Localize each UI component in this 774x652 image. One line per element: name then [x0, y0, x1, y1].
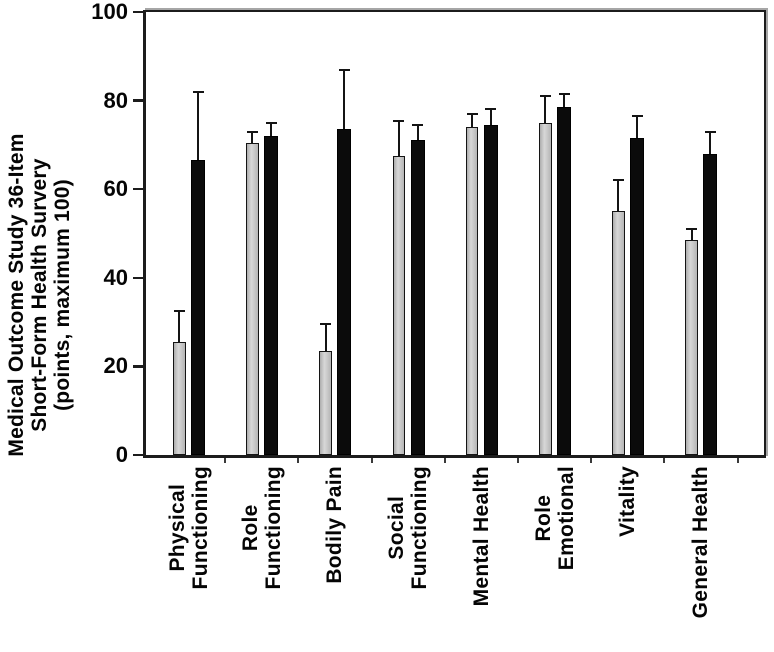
x-category-label-text: Vitality	[616, 466, 640, 537]
error-bar-cap	[539, 95, 551, 98]
error-bar-cap	[612, 179, 624, 182]
y-tick-mark	[133, 10, 143, 14]
bar-black-bars-3	[337, 129, 352, 455]
error-bar-cap	[631, 115, 643, 118]
x-category-label: Role Emotional	[532, 466, 578, 652]
x-category-label-text: General Health	[689, 466, 713, 619]
y-tick-label: 100	[91, 0, 128, 24]
error-bar	[471, 113, 474, 130]
y-tick-mark	[133, 365, 143, 368]
y-tick-label: 20	[103, 353, 128, 379]
x-category-label: General Health	[689, 466, 712, 652]
bar-gray-bars-3	[319, 350, 332, 455]
bar-gray-bars-8	[685, 240, 698, 455]
bar-black-bars-4	[410, 140, 425, 455]
x-tick-mark	[297, 458, 300, 463]
error-bar	[544, 96, 547, 125]
x-category-label-text: Mental Health	[469, 466, 493, 607]
x-category-label: Physical Functioning	[166, 466, 212, 652]
error-bar	[563, 93, 565, 110]
error-bar	[489, 109, 492, 127]
error-bar-cap	[686, 228, 698, 231]
error-bar	[617, 180, 620, 214]
y-tick-mark	[133, 276, 143, 280]
x-tick-mark	[224, 458, 227, 463]
y-tick-label: 0	[115, 442, 128, 467]
bar-black-bars-6	[557, 107, 571, 455]
bar-black-bars-2	[264, 136, 279, 455]
error-bar	[324, 324, 327, 353]
error-bar-cap	[485, 108, 497, 111]
y-axis-title: Medical Outcome Study 36-Item Short-Form…	[5, 133, 74, 457]
y-tick-mark	[133, 453, 143, 457]
error-bar-cap	[393, 119, 405, 122]
bar-gray-bars-4	[392, 155, 406, 455]
bar-black-bars-1	[191, 160, 205, 455]
y-tick-label: 80	[103, 87, 128, 113]
y-tick-label: 60	[103, 176, 128, 202]
error-bar-cap	[338, 68, 350, 71]
error-bar	[270, 122, 273, 139]
bar-gray-bars-5	[465, 127, 479, 455]
error-bar	[397, 120, 400, 158]
bar-gray-bars-2	[246, 142, 259, 455]
x-category-label: Role Functioning	[239, 466, 285, 652]
error-bar-cap	[558, 92, 570, 95]
bar-black-bars-7	[630, 138, 645, 455]
error-bar-cap	[466, 112, 478, 115]
error-bar	[709, 131, 712, 156]
x-tick-mark	[590, 458, 593, 463]
error-bar-cap	[320, 323, 332, 326]
error-bar	[416, 124, 419, 143]
x-category-label: Bodily Pain	[323, 466, 346, 652]
bar-black-bars-5	[483, 124, 498, 455]
bar-black-bars-8	[703, 153, 718, 455]
x-category-label-text: Bodily Pain	[323, 466, 347, 584]
error-bar-cap	[192, 90, 204, 93]
y-tick-mark	[133, 99, 143, 102]
x-category-label: Vitality	[616, 466, 639, 652]
x-tick-mark	[370, 458, 373, 463]
x-category-label-text: Role Emotional	[531, 466, 578, 571]
x-tick-mark	[443, 458, 446, 463]
bar-gray-bars-1	[173, 342, 186, 455]
x-tick-mark	[663, 458, 666, 463]
x-category-label: Mental Health	[470, 466, 493, 652]
x-category-label-text: Role Functioning	[238, 466, 285, 590]
error-bar-cap	[173, 310, 185, 313]
y-tick-mark	[133, 187, 143, 191]
x-category-label: Social Functioning	[385, 466, 431, 652]
x-category-label-text: Social Functioning	[385, 466, 432, 590]
error-bar	[251, 131, 254, 145]
error-bar	[690, 229, 693, 243]
bar-gray-bars-6	[539, 122, 552, 455]
error-bar-cap	[412, 123, 424, 126]
x-category-label-text: Physical Functioning	[165, 466, 212, 590]
error-bar	[178, 311, 181, 345]
plot-area: 0 20 40 60 80 100	[91, 0, 766, 467]
bar-gray-bars-7	[612, 211, 625, 455]
error-bar	[343, 69, 346, 132]
y-tick-label: 40	[103, 264, 128, 290]
error-bar-cap	[246, 130, 258, 133]
error-bar-cap	[704, 130, 716, 133]
x-tick-mark	[516, 458, 519, 463]
x-tick-mark	[736, 458, 739, 463]
error-bar	[197, 91, 199, 163]
error-bar-cap	[265, 121, 277, 124]
error-bar	[636, 116, 639, 141]
